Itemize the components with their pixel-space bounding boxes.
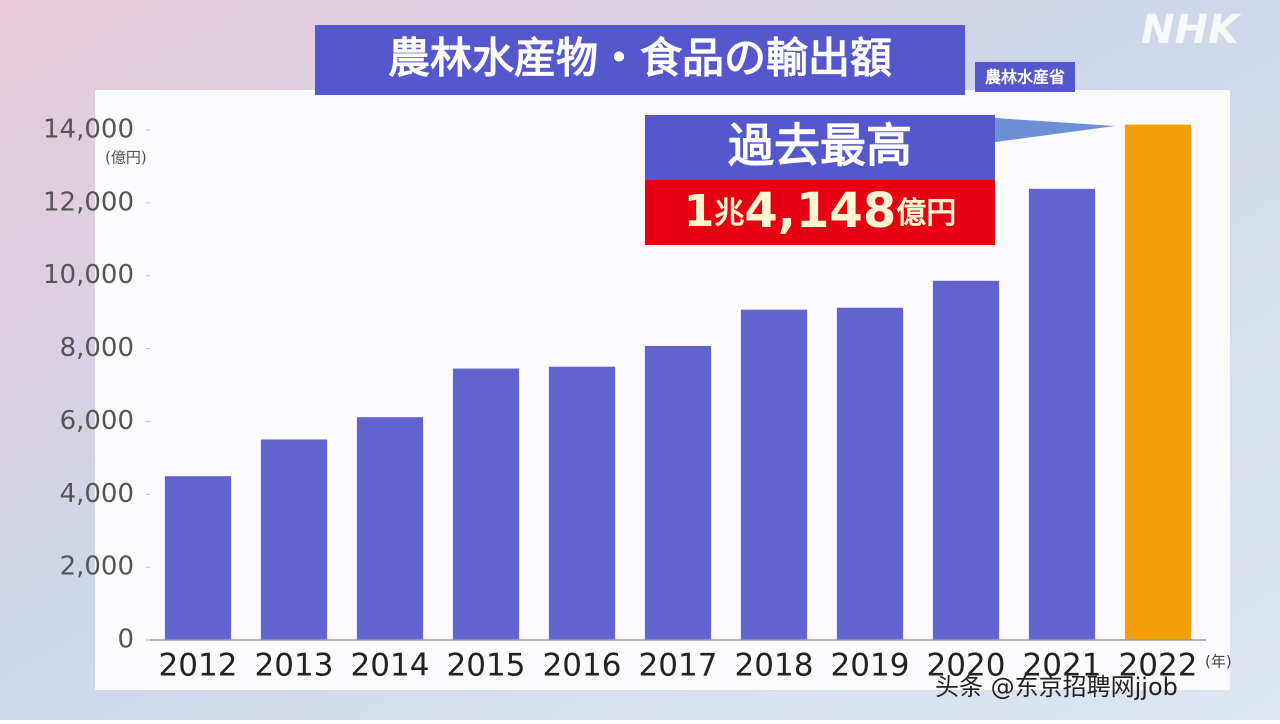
bar [1124, 124, 1192, 640]
y-tick-label: 14,000 [43, 115, 134, 145]
bar [260, 439, 328, 640]
bar [164, 476, 232, 640]
y-unit: (億円) [105, 149, 147, 167]
x-tick-label: 2012 [159, 648, 238, 684]
title-box [315, 25, 965, 95]
bar [932, 280, 1000, 640]
y-tick-label: 4,000 [60, 479, 134, 509]
x-tick-label: 2016 [543, 648, 622, 684]
y-tick-label: 12,000 [43, 187, 134, 217]
plot: 0 2,000 4,000 6,000 8,000 10,000 12,000 14,000 2… [43, 115, 1206, 684]
x-tick-label: 2022 [1119, 648, 1198, 684]
bar [548, 366, 616, 640]
x-tick-label: 2017 [639, 648, 718, 684]
bar [452, 368, 520, 640]
x-tick-label: 2018 [735, 648, 814, 684]
bar [356, 417, 424, 640]
value-part: 4,148 [744, 183, 896, 239]
x-tick-label: 2015 [447, 648, 526, 684]
value-part: 兆 [714, 196, 744, 231]
bar [740, 309, 808, 640]
annotation-value-box [645, 180, 995, 245]
x-unit: (年) [1205, 653, 1232, 671]
watermark: 头条 @东京招聘网jjob [935, 673, 1178, 701]
chart-title: 農林水産物・食品の輸出額 [388, 34, 892, 83]
annotation-value: 1兆4,148億円 [684, 183, 956, 239]
y-tick-label: 0 [117, 625, 134, 655]
source: 農林水産省 [985, 68, 1065, 87]
bar [1028, 188, 1096, 640]
x-tick-label: 2021 [1023, 648, 1102, 684]
y-tick-label: 6,000 [60, 406, 134, 436]
value-part: 億円 [896, 196, 956, 231]
source-box [975, 62, 1075, 92]
logo: NHK [1141, 7, 1242, 53]
bar [836, 307, 904, 640]
y-tick-label: 8,000 [60, 333, 134, 363]
x-tick-label: 2019 [831, 648, 910, 684]
x-tick-label: 2013 [255, 648, 334, 684]
x-tick-label: 2014 [351, 648, 430, 684]
annotation: 過去最高 [728, 119, 912, 173]
x-tick-label: 2020 [927, 648, 1006, 684]
bar [644, 345, 712, 640]
value-part: 1 [684, 186, 715, 237]
annotation-box [645, 115, 995, 180]
annotation-pointer [995, 118, 1115, 142]
y-tick-label: 2,000 [60, 552, 134, 582]
y-tick-label: 10,000 [43, 260, 134, 290]
